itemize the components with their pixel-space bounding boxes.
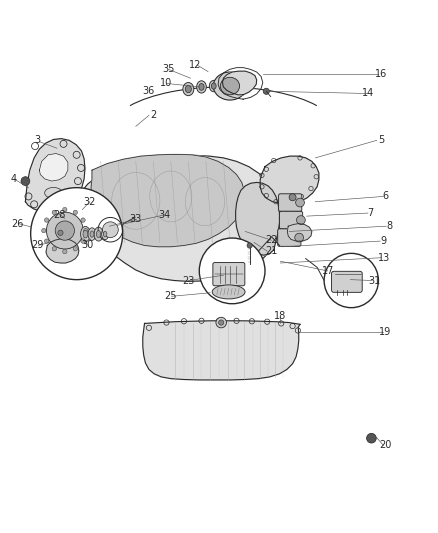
FancyBboxPatch shape [332, 271, 362, 292]
Circle shape [73, 247, 78, 251]
Circle shape [44, 239, 49, 243]
Ellipse shape [183, 83, 194, 96]
Circle shape [102, 222, 118, 238]
FancyBboxPatch shape [213, 263, 245, 286]
Text: 19: 19 [379, 327, 392, 337]
Circle shape [84, 229, 88, 233]
Ellipse shape [45, 188, 62, 198]
Circle shape [216, 317, 226, 328]
Polygon shape [39, 154, 68, 181]
Circle shape [21, 177, 30, 185]
Text: 14: 14 [362, 88, 374, 99]
Circle shape [63, 249, 67, 254]
Circle shape [295, 233, 304, 242]
Text: 3: 3 [34, 135, 40, 146]
Circle shape [199, 238, 265, 304]
Text: 36: 36 [143, 86, 155, 96]
Text: 34: 34 [158, 210, 170, 220]
Ellipse shape [96, 231, 101, 238]
Text: 20: 20 [379, 440, 392, 450]
Text: 29: 29 [31, 240, 43, 251]
Circle shape [44, 218, 49, 222]
Circle shape [52, 210, 57, 215]
Polygon shape [65, 155, 281, 281]
Text: 2: 2 [150, 110, 156, 120]
Text: 12: 12 [189, 60, 201, 70]
Ellipse shape [103, 231, 107, 237]
Text: 26: 26 [11, 219, 24, 229]
Ellipse shape [90, 231, 94, 237]
Text: 30: 30 [81, 240, 94, 251]
Circle shape [42, 229, 46, 233]
Text: 16: 16 [375, 69, 387, 79]
Text: 9: 9 [380, 236, 386, 246]
Circle shape [367, 433, 376, 443]
Circle shape [81, 218, 85, 222]
Circle shape [296, 198, 304, 207]
Ellipse shape [213, 72, 247, 100]
Text: 18: 18 [274, 311, 286, 320]
FancyBboxPatch shape [279, 194, 302, 211]
Ellipse shape [212, 285, 245, 299]
Polygon shape [260, 156, 319, 204]
Text: 21: 21 [265, 246, 278, 256]
Text: 28: 28 [53, 210, 65, 220]
Ellipse shape [102, 229, 109, 240]
Ellipse shape [185, 85, 191, 93]
Ellipse shape [211, 83, 216, 89]
Text: 25: 25 [165, 291, 177, 301]
Text: 5: 5 [378, 135, 384, 146]
Circle shape [46, 212, 83, 249]
Text: 23: 23 [182, 276, 194, 286]
Ellipse shape [197, 81, 206, 93]
Circle shape [247, 243, 252, 248]
Text: 33: 33 [130, 214, 142, 224]
Circle shape [73, 210, 78, 215]
Text: 6: 6 [382, 191, 389, 201]
Polygon shape [25, 139, 85, 213]
Text: 4: 4 [10, 174, 16, 184]
Polygon shape [287, 223, 312, 241]
Circle shape [219, 320, 224, 325]
Circle shape [297, 216, 305, 224]
FancyBboxPatch shape [278, 229, 301, 246]
FancyBboxPatch shape [279, 211, 303, 229]
Ellipse shape [220, 77, 240, 95]
Circle shape [324, 253, 378, 308]
Polygon shape [236, 182, 279, 255]
Circle shape [55, 221, 74, 240]
Ellipse shape [83, 230, 88, 238]
Text: 31: 31 [368, 276, 381, 286]
Ellipse shape [94, 227, 103, 241]
Circle shape [289, 194, 296, 201]
Ellipse shape [209, 80, 218, 92]
Ellipse shape [88, 228, 96, 240]
Ellipse shape [81, 227, 90, 242]
Text: 7: 7 [367, 208, 373, 218]
Text: 13: 13 [378, 253, 391, 263]
Text: 17: 17 [322, 266, 335, 276]
Circle shape [52, 247, 57, 251]
Circle shape [31, 188, 123, 280]
Polygon shape [143, 321, 300, 380]
Ellipse shape [199, 84, 204, 90]
Text: 22: 22 [265, 235, 278, 245]
Circle shape [81, 239, 85, 243]
Polygon shape [223, 71, 257, 95]
Polygon shape [46, 239, 79, 263]
Text: 8: 8 [387, 221, 393, 231]
Circle shape [263, 88, 269, 94]
Text: 35: 35 [162, 64, 175, 75]
Circle shape [63, 207, 67, 212]
Polygon shape [91, 155, 244, 247]
Text: 10: 10 [160, 78, 173, 88]
Circle shape [58, 230, 63, 236]
Text: 32: 32 [84, 197, 96, 207]
